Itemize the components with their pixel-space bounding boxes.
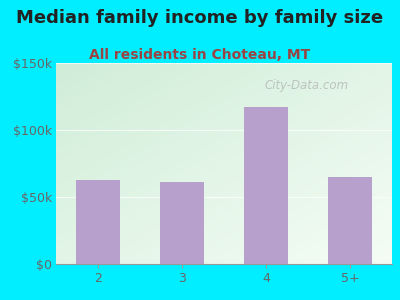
- Bar: [244, 107, 288, 264]
- Bar: [76, 180, 120, 264]
- Text: City-Data.com: City-Data.com: [264, 79, 348, 92]
- Text: All residents in Choteau, MT: All residents in Choteau, MT: [89, 48, 311, 62]
- Bar: [328, 177, 372, 264]
- Bar: [160, 182, 204, 264]
- Text: Median family income by family size: Median family income by family size: [16, 9, 384, 27]
